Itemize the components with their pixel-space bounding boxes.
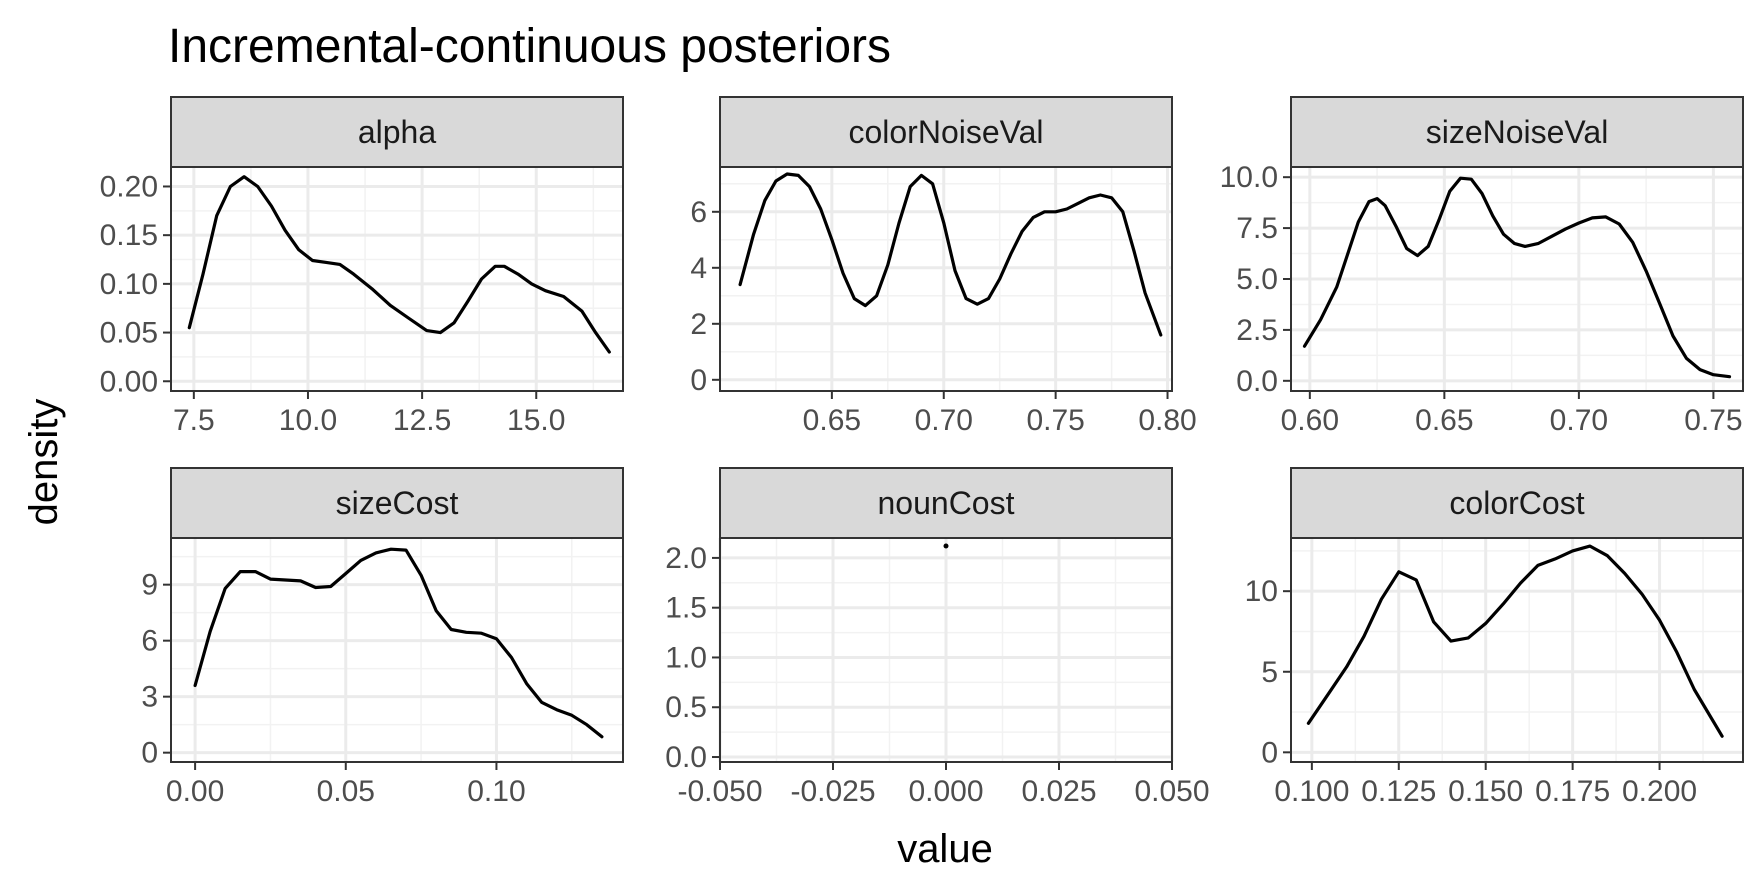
facet-strip [1290, 467, 1744, 539]
facet-strip-label: sizeNoiseVal [1426, 114, 1609, 150]
x-tick-label: 0.125 [1361, 775, 1436, 808]
y-tick-label: 6 [690, 196, 707, 229]
x-tick-label: 0.05 [317, 775, 375, 808]
panel-background [1291, 538, 1743, 762]
y-tick-label: 1.0 [665, 641, 707, 674]
x-tick-label: 7.5 [173, 404, 215, 437]
facet-strip [719, 96, 1173, 168]
facet-strip [170, 467, 624, 539]
data-point [943, 543, 949, 549]
x-tick-label: 0.100 [1274, 775, 1349, 808]
x-tick-label: 0.050 [1134, 775, 1209, 808]
x-tick-label: 0.70 [915, 404, 973, 437]
y-tick-label: 0.20 [100, 170, 158, 203]
facet-sizeNoiseVal: sizeNoiseVal 0.0 2.5 5.0 7.5 10.0 0.60 0.65 0.70… [1220, 96, 1744, 437]
density-line [193, 547, 604, 739]
x-tick-label: 15.0 [507, 404, 565, 437]
y-tick-label: 0.0 [665, 741, 707, 774]
y-tick-label: 0.5 [665, 691, 707, 724]
y-tick-label: 6 [141, 625, 158, 658]
y-tick-label: 2.5 [1236, 314, 1278, 347]
x-tick-label: 0.65 [1415, 404, 1473, 437]
facet-colorNoiseVal: colorNoiseVal 0 2 4 6 0.65 0.70 0.75 0.80 [690, 96, 1197, 437]
panel-background [171, 167, 623, 391]
y-axis-title: density [22, 399, 66, 526]
y-tick-label: 0.10 [100, 268, 158, 301]
y-tick-label: 4 [690, 252, 707, 285]
density-line [738, 172, 1163, 337]
y-tick-label: 10 [1245, 575, 1278, 608]
facet-sizeCost: sizeCost 0 3 6 9 0.00 0.05 0.10 [141, 467, 624, 808]
panel-border [1290, 537, 1744, 763]
y-tick-label: 2.0 [665, 542, 707, 575]
x-tick-label: 0.80 [1138, 404, 1196, 437]
facet-strip-label: colorNoiseVal [848, 114, 1043, 150]
density-line [187, 175, 611, 354]
y-tick-label: 0 [690, 364, 707, 397]
chart-title: Incremental-continuous posteriors [168, 20, 891, 73]
x-tick-label: 0.150 [1448, 775, 1523, 808]
x-tick-label: -0.050 [677, 775, 762, 808]
y-tick-label: 9 [141, 569, 158, 602]
x-tick-label: 0.025 [1021, 775, 1096, 808]
panel-border [170, 537, 624, 763]
facet-alpha: alpha 0.00 0.05 0.10 0.15 0.20 7.5 10.0 12.5 15.0 [100, 96, 624, 437]
facet-strip-label: alpha [358, 114, 437, 150]
y-tick-label: 0 [1261, 736, 1278, 769]
y-tick-label: 3 [141, 681, 158, 714]
x-axis-title: value [897, 827, 993, 871]
y-tick-label: 1.5 [665, 592, 707, 625]
x-tick-label: 0.00 [166, 775, 224, 808]
panel-background [720, 167, 1172, 391]
y-tick-label: 5.0 [1236, 263, 1278, 296]
x-tick-label: 0.75 [1026, 404, 1084, 437]
y-tick-label: 2 [690, 308, 707, 341]
x-tick-label: 0.60 [1281, 404, 1339, 437]
y-tick-label: 0 [141, 737, 158, 770]
y-tick-label: 0.00 [100, 365, 158, 398]
x-tick-label: 0.000 [908, 775, 983, 808]
x-tick-label: 0.175 [1535, 775, 1610, 808]
density-line [1306, 544, 1724, 738]
panel-border [719, 166, 1173, 392]
x-tick-label: 0.65 [803, 404, 861, 437]
facet-strip [170, 96, 624, 168]
x-tick-label: 0.70 [1550, 404, 1608, 437]
x-tick-label: 0.200 [1622, 775, 1697, 808]
facet-strip [1290, 96, 1744, 168]
panel-border [170, 166, 624, 392]
facet-colorCost: colorCost 0 5 10 0.100 0.125 0.150 0.175 0.200 [1245, 467, 1744, 808]
y-tick-label: 5 [1261, 656, 1278, 689]
y-tick-label: 0.0 [1236, 365, 1278, 398]
facet-strip-label: nounCost [878, 485, 1015, 521]
facet-nounCost: nounCost 0.0 0.5 1.0 1.5 2.0 -0.050 -0.025 0.000… [665, 467, 1210, 808]
facet-strip-label: colorCost [1449, 485, 1584, 521]
x-tick-label: 10.0 [279, 404, 337, 437]
y-tick-label: 0.05 [100, 317, 158, 350]
y-tick-label: 10.0 [1220, 161, 1278, 194]
facet-strip [719, 467, 1173, 539]
y-tick-label: 7.5 [1236, 212, 1278, 245]
y-tick-label: 0.15 [100, 219, 158, 252]
x-tick-label: -0.025 [790, 775, 875, 808]
density-line [1302, 176, 1732, 379]
x-tick-label: 0.75 [1684, 404, 1742, 437]
x-tick-label: 0.10 [467, 775, 525, 808]
x-tick-label: 12.5 [393, 404, 451, 437]
facet-strip-label: sizeCost [336, 485, 459, 521]
